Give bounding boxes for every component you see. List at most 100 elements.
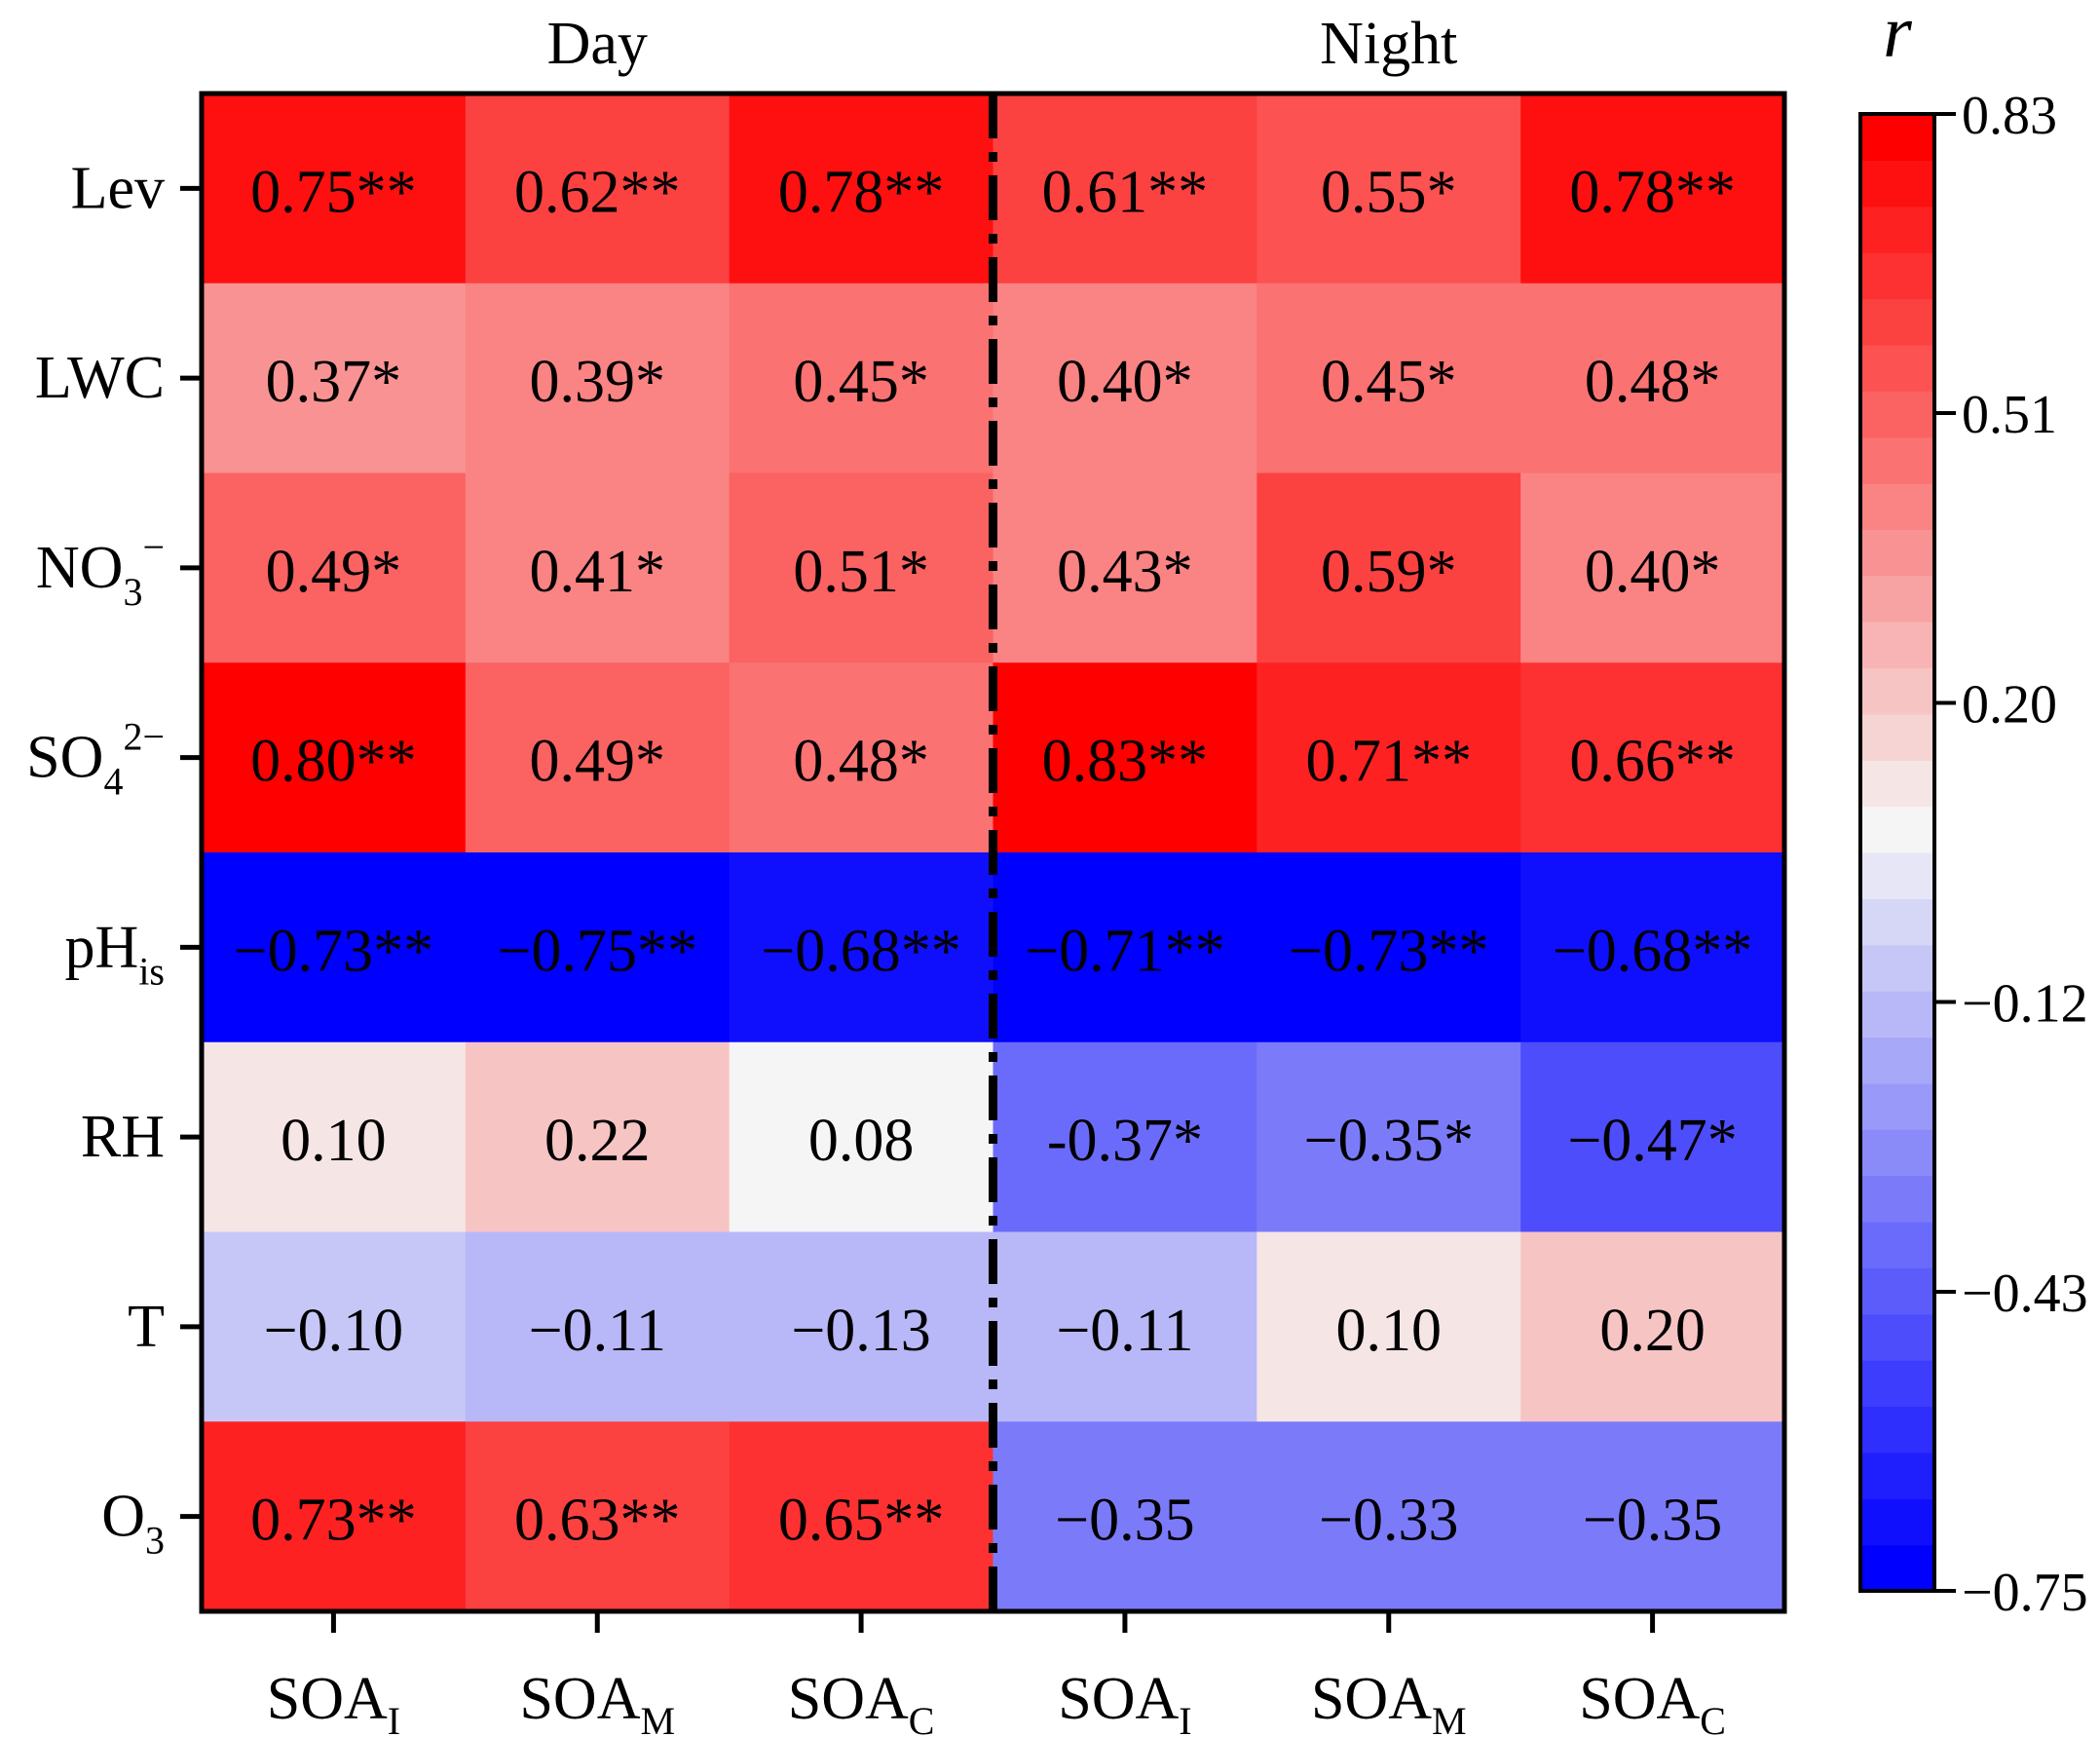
cell-value-label: 0.10 — [1336, 1298, 1443, 1364]
group-label-day: Day — [547, 11, 648, 77]
heatmap-cell — [465, 1421, 731, 1612]
colorbar-bin — [1860, 344, 1934, 392]
heatmap-cell — [993, 1421, 1257, 1612]
cell-value-label: 0.55* — [1321, 159, 1457, 225]
colorbar-bin — [1860, 114, 1934, 161]
cell-value-label: 0.59* — [1321, 539, 1457, 605]
cell-value-label: 0.10 — [281, 1108, 387, 1174]
colorbar-bin — [1860, 1498, 1934, 1546]
cell-value-label: 0.83** — [1042, 729, 1209, 795]
colorbar-bin — [1860, 436, 1934, 484]
colorbar-bin — [1860, 206, 1934, 253]
heatmap-cell — [465, 1041, 731, 1233]
y-tick-label: T — [128, 1294, 165, 1360]
cell-value-label: -0.37* — [1047, 1108, 1203, 1174]
heatmap-cell — [202, 1041, 467, 1233]
cell-value-label: −0.71** — [1025, 918, 1224, 984]
colorbar-tick-label: −0.75 — [1962, 1563, 2088, 1623]
heatmap-cell — [465, 852, 731, 1043]
cell-value-label: −0.47* — [1567, 1108, 1737, 1174]
heatmap-cell — [1520, 94, 1785, 284]
heatmap-cell — [993, 662, 1257, 853]
cell-value-label: 0.62** — [514, 159, 681, 225]
colorbar-bin — [1860, 1037, 1934, 1084]
x-tick-label: SOAM — [519, 1666, 675, 1737]
heatmap-cell — [993, 1231, 1257, 1422]
heatmap-cell — [202, 1231, 467, 1422]
heatmap-cell — [1520, 1231, 1785, 1422]
colorbar-bin — [1860, 1222, 1934, 1268]
cell-value-label: −0.73** — [234, 918, 433, 984]
cell-value-label: 0.40* — [1585, 539, 1721, 605]
heatmap-cell — [1256, 472, 1521, 663]
heatmap-cell — [729, 472, 994, 663]
y-tick-label: pHis — [65, 914, 165, 993]
heatmap-cell — [202, 283, 467, 474]
colorbar-tick-label: −0.43 — [1962, 1264, 2088, 1324]
cell-value-label: −0.13 — [791, 1298, 930, 1364]
colorbar-tick-label: 0.20 — [1962, 674, 2057, 735]
cell-value-label: 0.08 — [808, 1108, 915, 1174]
colorbar-bin — [1860, 1129, 1934, 1177]
heatmap-cell — [729, 1421, 994, 1612]
cell-value-label: 0.78** — [778, 159, 945, 225]
heatmap-cell — [1520, 852, 1785, 1043]
cell-value-label: 0.37* — [266, 349, 402, 415]
cell-value-label: 0.63** — [514, 1488, 681, 1554]
heatmap-cell — [1256, 1041, 1521, 1233]
colorbar: 0.83 0.51 0.20 −0.12 −0.43 −0.75 r — [1858, 0, 2088, 1623]
heatmap-cell — [1256, 283, 1521, 474]
cell-value-label: 0.45* — [793, 349, 929, 415]
heatmap-cell — [1520, 662, 1785, 853]
axes: Lev LWC NO3− SO42− pHis RH T O3 SOAI SOAM SOAC SOAI… — [26, 91, 1787, 1737]
colorbar-bin — [1860, 160, 1934, 208]
cell-value-label: 0.73** — [250, 1488, 417, 1554]
colorbar-bin — [1860, 760, 1934, 808]
heatmap-cell — [1256, 94, 1521, 284]
colorbar-bin — [1860, 252, 1934, 300]
cell-value-label: 0.51* — [793, 539, 929, 605]
cell-value-label: 0.49* — [266, 539, 402, 605]
cell-value-label: −0.35* — [1304, 1108, 1474, 1174]
cell-labels: 0.75** 0.62** 0.78** 0.61** 0.55* 0.78** 0.37*… — [234, 159, 1753, 1553]
cell-value-label: −0.75** — [498, 918, 697, 984]
x-tick-label: SOAC — [1579, 1666, 1726, 1737]
cell-value-label: 0.48* — [793, 729, 929, 795]
cell-value-label: 0.71** — [1306, 729, 1473, 795]
cell-value-label: 0.49* — [530, 729, 666, 795]
cell-value-label: −0.35 — [1583, 1488, 1722, 1554]
cell-value-label: 0.78** — [1569, 159, 1736, 225]
heatmap-cell — [729, 1041, 994, 1233]
cell-value-label: −0.73** — [1289, 918, 1488, 984]
colorbar-bin — [1860, 298, 1934, 346]
colorbar-tick-label: −0.12 — [1962, 974, 2088, 1035]
heatmap-cell — [465, 472, 731, 663]
heatmap-cells — [202, 94, 1785, 1612]
y-tick-label: SO42− — [26, 715, 165, 804]
heatmap-cell — [1256, 1421, 1521, 1612]
heatmap-cell — [993, 94, 1257, 284]
colorbar-bin — [1860, 1267, 1934, 1315]
colorbar-bin — [1860, 1544, 1934, 1592]
heatmap-cell — [1520, 283, 1785, 474]
heatmap-cell — [993, 472, 1257, 663]
y-tick-label: LWC — [35, 345, 165, 411]
colorbar-bin — [1860, 1175, 1934, 1223]
heatmap-cell — [729, 852, 994, 1043]
cell-value-label: 0.40* — [1057, 349, 1193, 415]
cell-value-label: −0.11 — [529, 1298, 666, 1364]
heatmap-cell — [729, 662, 994, 853]
colorbar-bin — [1860, 1452, 1934, 1499]
heatmap-cell — [1256, 662, 1521, 853]
cell-value-label: −0.33 — [1319, 1488, 1458, 1554]
cell-value-label: 0.41* — [530, 539, 666, 605]
x-tick-label: SOAC — [788, 1666, 935, 1737]
heatmap-cell — [729, 94, 994, 284]
cell-value-label: 0.80** — [250, 729, 417, 795]
colorbar-bin — [1860, 483, 1934, 530]
heatmap-cell — [729, 1231, 994, 1422]
cell-value-label: 0.39* — [530, 349, 666, 415]
x-tick-label: SOAI — [1058, 1666, 1191, 1737]
group-label-night: Night — [1320, 11, 1457, 77]
colorbar-bin — [1860, 391, 1934, 438]
